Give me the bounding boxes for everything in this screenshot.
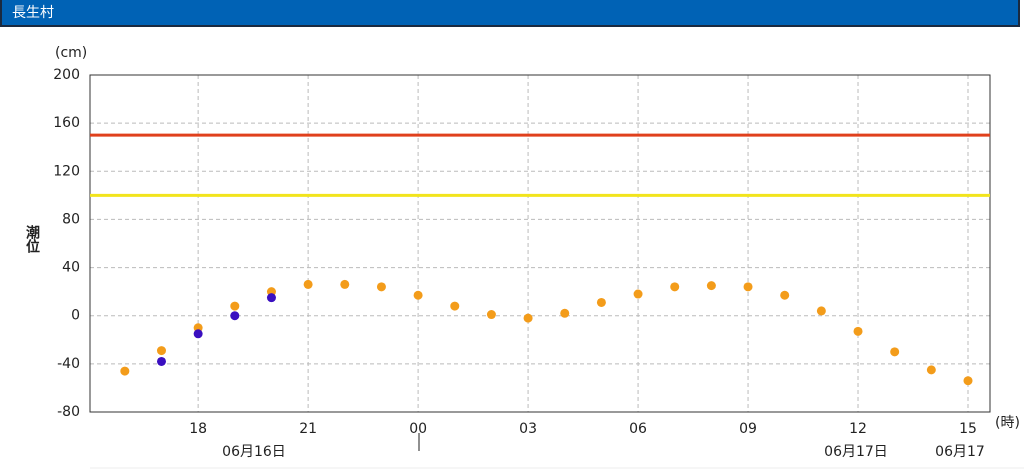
data-point — [450, 301, 460, 311]
y-tick-label: -40 — [57, 356, 80, 372]
chart: (cm) (時) 潮位 -80 -40 0 40 80 120 160 200 18 21 00 03… — [24, 45, 1024, 469]
data-point — [853, 326, 863, 336]
data-point — [633, 289, 643, 299]
data-point — [596, 297, 606, 307]
data-point — [340, 279, 350, 289]
plot-frame — [89, 74, 991, 413]
data-point — [156, 346, 166, 356]
date-label: 06月17日 — [824, 444, 888, 460]
header-title: 長生村 — [0, 0, 1020, 27]
x-tick-label: 18 — [189, 421, 207, 437]
y-tick-label: -80 — [57, 404, 80, 420]
data-point — [963, 376, 973, 386]
data-point — [926, 365, 936, 375]
y-tick-label: 0 — [71, 308, 80, 324]
data-point — [230, 301, 240, 311]
data-point — [486, 310, 496, 320]
y-unit: (cm) — [55, 45, 87, 61]
data-point — [780, 290, 790, 300]
x-tick-label: 03 — [519, 421, 537, 437]
data-point — [743, 282, 753, 292]
x-tick-label: 15 — [959, 421, 977, 437]
data-point — [193, 329, 203, 339]
data-point — [670, 282, 680, 292]
data-point — [523, 313, 533, 323]
x-tick-label: 06 — [629, 421, 647, 437]
data-point — [413, 290, 423, 300]
y-tick-label: 200 — [53, 67, 80, 83]
data-point — [376, 282, 386, 292]
data-point — [230, 311, 240, 321]
data-point — [120, 366, 130, 376]
data-point — [706, 281, 716, 291]
x-tick-label: 12 — [849, 421, 867, 437]
data-point — [560, 308, 570, 318]
y-tick-label: 80 — [62, 211, 80, 227]
x-tick-label: 21 — [299, 421, 317, 437]
y-tick-label: 120 — [53, 163, 80, 179]
y-axis-label: 潮位 — [24, 224, 40, 254]
data-point — [156, 356, 166, 366]
x-unit: (時) — [995, 415, 1020, 431]
data-point — [303, 279, 313, 289]
y-tick-label: 40 — [62, 260, 80, 276]
data-point — [266, 293, 276, 303]
y-tick-label: 160 — [53, 115, 80, 131]
date-label: 06月16日 — [222, 444, 286, 460]
x-tick-label: 09 — [739, 421, 757, 437]
data-point — [890, 347, 900, 357]
date-label: 06月17 — [935, 444, 985, 460]
data-point — [816, 306, 826, 316]
x-tick-label: 00 — [409, 421, 427, 437]
